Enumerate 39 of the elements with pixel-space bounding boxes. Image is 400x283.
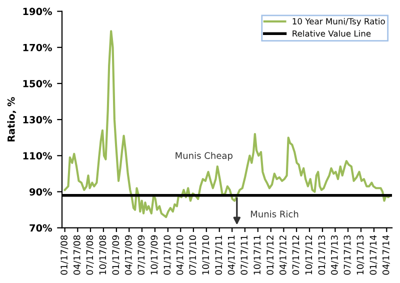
y-tick-label: 150% [23,80,52,88]
y-tick-label: 170% [23,44,52,52]
x-tick-label: 04/17/08 [73,235,81,275]
x-tick-label: 07/17/10 [189,235,197,275]
x-tick-label: 04/17/10 [176,235,184,275]
x-tick-label: 01/17/12 [266,236,274,275]
line-series [64,30,392,218]
x-tick-label: 07/17/13 [344,235,352,275]
x-tick-label: 01/17/14 [370,235,378,275]
annotation: Munis Rich [250,210,298,218]
x-tick-label: 01/17/10 [164,235,172,275]
x-tick-label: 10/17/12 [305,236,313,274]
x-tick-label: 04/17/09 [124,235,132,275]
x-tick-label: 01/17/13 [318,235,326,275]
legend-label: 10 Year Muni/Tsy Ratio [292,18,385,26]
x-tick-label: 10/17/08 [99,235,107,274]
x-tick-label: 07/17/11 [240,236,248,275]
x-tick-label: 07/17/08 [86,235,94,275]
x-tick-label: 04/17/13 [330,235,338,275]
y-tick-label: 130% [23,116,52,124]
x-tick-label: 01/17/09 [112,235,120,275]
x-tick-label: 07/17/09 [138,235,146,275]
legend-label: Relative Value Line [292,30,371,37]
x-tick-label: 10/17/13 [356,235,364,274]
x-tick-label: 10/17/09 [150,235,158,274]
y-tick-label: 70% [30,224,52,232]
x-tick-label: 10/17/11 [254,236,262,274]
y-axis-title: Ratio, % [7,97,16,142]
x-tick-label: 04/17/14 [382,235,390,275]
x-tick-label: 01/17/08 [60,235,68,275]
x-tick-label: 04/17/12 [279,236,288,275]
x-tick-label: 10/17/10 [202,235,210,274]
y-tick-label: 110% [23,152,52,160]
y-tick-label: 190% [23,8,52,16]
x-tick-label: 01/17/11 [215,236,223,275]
annotation: Munis Cheap [176,152,232,161]
y-tick-label: 90% [30,188,52,196]
x-tick-label: 07/17/12 [292,236,300,275]
x-tick-label: 04/17/11 [228,236,236,275]
